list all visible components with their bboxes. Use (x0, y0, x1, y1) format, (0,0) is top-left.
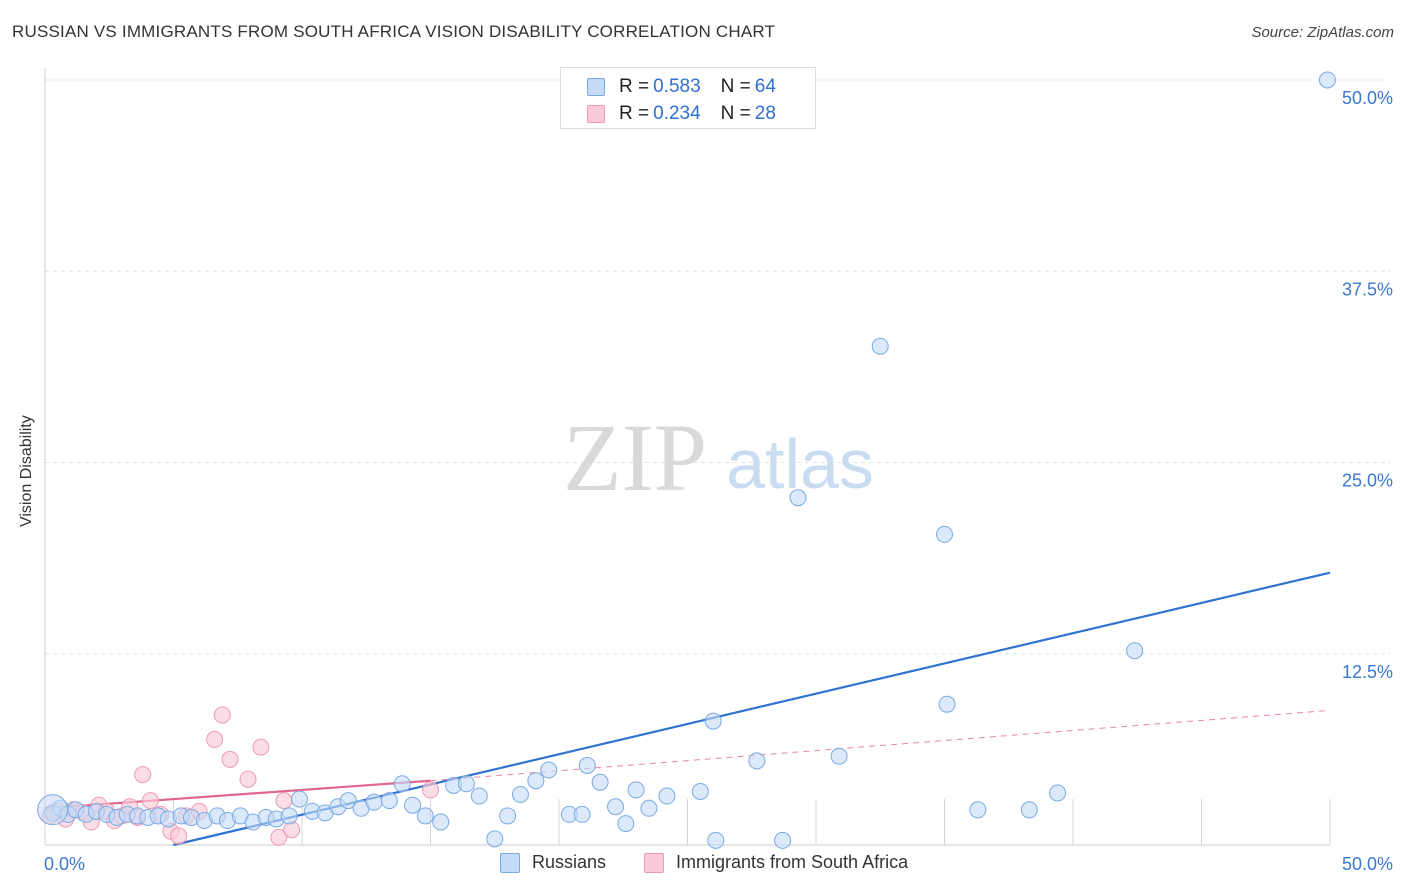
r-value: 0.583 (653, 76, 701, 97)
point-russians (658, 787, 676, 805)
point-russians (393, 775, 411, 793)
point-russians (748, 752, 766, 770)
point-russians (578, 756, 596, 774)
point-russians (527, 772, 545, 790)
point-russians (380, 792, 398, 810)
trend-line-south-africa-extended (430, 709, 1331, 782)
point-russians (704, 712, 722, 730)
legend-label-russians: Russians (532, 852, 607, 872)
data-points (37, 71, 1336, 849)
point-south-africa (141, 792, 159, 810)
point-russians (591, 773, 609, 791)
r-label: R = (619, 76, 650, 97)
point-russians (969, 801, 987, 819)
y-axis-label: Vision Disability (18, 415, 35, 527)
point-south-africa (206, 730, 224, 748)
point-south-africa (422, 781, 439, 799)
point-russians (707, 831, 725, 849)
r-label: R = (619, 103, 650, 124)
n-value: 28 (754, 103, 776, 124)
point-russians (457, 775, 475, 793)
point-russians (1049, 784, 1067, 802)
n-label: N = (720, 103, 751, 124)
x-tick-label-min: 0.0% (44, 854, 85, 874)
point-russians (607, 798, 625, 816)
legend-item-russians[interactable]: Russians (500, 852, 606, 873)
south-africa-swatch (587, 105, 605, 123)
russians-swatch (587, 78, 605, 96)
point-russians (617, 815, 635, 833)
point-south-africa (170, 827, 188, 845)
point-south-africa (275, 792, 293, 810)
point-south-africa (283, 821, 301, 839)
legend-row-russians: R = 0.583 N = 64 (587, 75, 776, 99)
gridlines (45, 79, 1390, 655)
source-label: Source: ZipAtlas.com (1251, 24, 1394, 41)
point-russians (1318, 71, 1336, 89)
point-russians (789, 489, 807, 507)
point-russians (1020, 801, 1038, 819)
correlation-legend: R = 0.583 N = 64 R = 0.234 N = 28 (560, 67, 816, 129)
point-russians (573, 805, 591, 823)
n-label: N = (720, 76, 751, 97)
point-russians (280, 807, 298, 825)
point-russians (1126, 642, 1144, 660)
point-russians (499, 807, 517, 825)
point-russians (774, 831, 792, 849)
point-south-africa (270, 828, 288, 846)
point-russians (470, 787, 488, 805)
point-russians (938, 695, 956, 713)
russians-swatch (500, 852, 520, 873)
chart-title: RUSSIAN VS IMMIGRANTS FROM SOUTH AFRICA … (12, 22, 776, 41)
point-russians (404, 796, 422, 814)
legend-row-south-africa: R = 0.234 N = 28 (587, 102, 776, 126)
point-russians (486, 830, 504, 848)
point-russians (627, 781, 645, 799)
point-russians (830, 747, 848, 765)
watermark-zip: ZIP (563, 404, 707, 511)
legend-item-south-africa[interactable]: Immigrants from South Africa (644, 852, 908, 873)
point-russians (540, 761, 558, 779)
n-value: 64 (754, 76, 776, 97)
point-russians (365, 793, 383, 811)
point-russians (936, 525, 953, 543)
point-russians (432, 813, 450, 831)
r-value: 0.234 (653, 103, 701, 124)
point-russians (416, 807, 434, 825)
series-legend: Russians Immigrants from South Africa (0, 852, 1406, 878)
legend-label-south-africa: Immigrants from South Africa (676, 852, 909, 872)
point-south-africa (213, 706, 231, 724)
x-tick-label-max: 50.0% (1342, 854, 1393, 874)
point-south-africa (252, 738, 270, 756)
point-russians (511, 786, 529, 804)
y-tick-label: 37.5% (1342, 279, 1393, 299)
point-russians (691, 782, 709, 800)
point-russians (640, 799, 658, 817)
y-tick-label: 50.0% (1342, 88, 1393, 108)
tick-labels: 12.5% 25.0% 37.5% 50.0% 0.0% 50.0% (44, 88, 1393, 874)
south-africa-swatch (644, 852, 664, 873)
axes (44, 68, 1331, 846)
y-tick-label: 25.0% (1342, 471, 1393, 491)
point-russians (871, 337, 889, 355)
point-russians (339, 792, 357, 810)
y-tick-label: 12.5% (1342, 662, 1393, 682)
watermark: ZIP atlas (563, 404, 874, 511)
point-russians (290, 790, 308, 808)
point-russians-cluster (37, 794, 69, 826)
point-south-africa (221, 750, 239, 768)
point-south-africa (134, 766, 152, 784)
point-south-africa (239, 770, 257, 788)
